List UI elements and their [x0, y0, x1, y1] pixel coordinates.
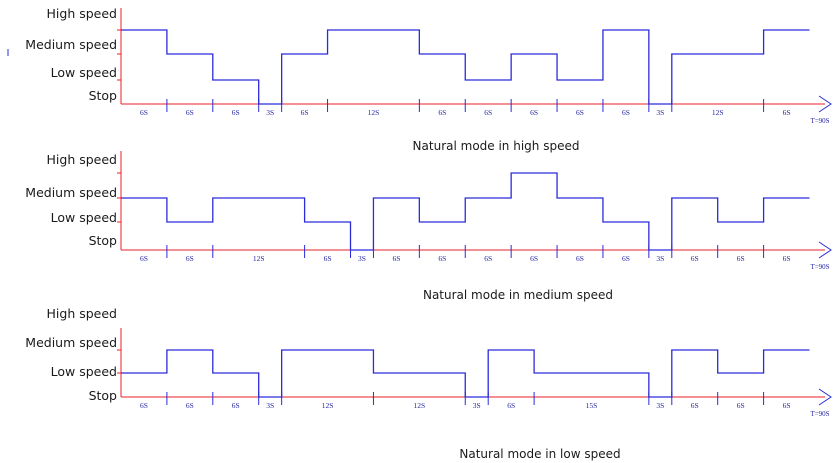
segment-duration-label: 12S [712, 108, 724, 117]
segment-duration-label: 6S [691, 401, 699, 410]
speed-waveform [121, 172, 810, 251]
segment-duration-label: 6S [737, 254, 745, 263]
segment-duration-label: 6S [438, 108, 446, 117]
end-time-label: T=90S [810, 263, 829, 271]
level-label: Low speed [51, 364, 117, 379]
segment-duration-label: 3S [266, 401, 274, 410]
segment-duration-label: 12S [253, 254, 265, 263]
segment-duration-label: 6S [438, 254, 446, 263]
panel-high-speed: High speed Medium speed Low speed Stop 6S 6S 6… [25, 6, 832, 153]
level-label: High speed [47, 306, 117, 321]
segment-duration-label: 6S [691, 254, 699, 263]
speed-waveform [121, 29, 810, 105]
panel-caption: Natural mode in medium speed [423, 288, 613, 302]
segment-duration-label: 12S [368, 108, 380, 117]
segment-duration-label: 12S [322, 401, 334, 410]
time-axis-arrow-icon [818, 241, 832, 259]
segment-duration-label: 6S [530, 254, 538, 263]
level-label: Stop [89, 233, 117, 248]
end-time-label: T=90S [810, 410, 829, 418]
segment-duration-label: 6S [484, 108, 492, 117]
time-axis-arrow-icon [818, 388, 832, 406]
level-label: Stop [89, 88, 117, 103]
level-label: Medium speed [25, 335, 117, 350]
panel-medium-speed: High speed Medium speed Low speed Stop 6S 6S 1… [25, 151, 832, 302]
segment-duration-label: 3S [266, 108, 274, 117]
segment-duration-label: 6S [186, 108, 194, 117]
segment-duration-label: 6S [576, 108, 584, 117]
level-label: Stop [89, 388, 117, 403]
segment-duration-label: 6S [301, 108, 309, 117]
panel-caption: Natural mode in low speed [459, 447, 620, 461]
segment-duration-label: 6S [576, 254, 584, 263]
segment-duration-label: 6S [140, 401, 148, 410]
segment-duration-label: 6S [484, 254, 492, 263]
segment-duration-label: 6S [186, 254, 194, 263]
segment-duration-label: 3S [656, 254, 664, 263]
segment-duration-label: 6S [140, 254, 148, 263]
segment-duration-label: 3S [473, 401, 481, 410]
segment-duration-label: 6S [507, 401, 515, 410]
level-label: High speed [47, 6, 117, 21]
panel-caption: Natural mode in high speed [413, 139, 580, 153]
segment-duration-label: 3S [656, 108, 664, 117]
segment-duration-label: 6S [783, 254, 791, 263]
level-label: Medium speed [25, 185, 117, 200]
level-label: Low speed [51, 210, 117, 225]
time-axis-arrow-icon [818, 95, 832, 113]
panel-low-speed: High speed Medium speed Low speed Stop 6S 6S 6… [25, 306, 832, 461]
segment-duration-label: 6S [232, 108, 240, 117]
speed-waveform [121, 349, 810, 398]
segment-duration-label: 6S [783, 108, 791, 117]
segment-duration-label: 6S [324, 254, 332, 263]
segment-duration-label: 3S [656, 401, 664, 410]
segment-duration-label: 6S [140, 108, 148, 117]
level-label: High speed [47, 152, 117, 167]
segment-duration-label: 3S [358, 254, 366, 263]
segment-duration-label: 6S [232, 401, 240, 410]
segment-duration-label: 6S [622, 108, 630, 117]
segment-duration-label: 6S [392, 254, 400, 263]
segment-duration-label: 12S [414, 401, 426, 410]
level-label: Low speed [51, 65, 117, 80]
segment-duration-label: 6S [530, 108, 538, 117]
segment-duration-label: 6S [186, 401, 194, 410]
segment-duration-label: 6S [783, 401, 791, 410]
end-time-label: T=90S [810, 117, 829, 125]
segment-duration-label: 6S [737, 401, 745, 410]
segment-duration-label: 6S [622, 254, 630, 263]
segment-duration-label: 15S [586, 401, 598, 410]
level-label: Medium speed [25, 37, 117, 52]
